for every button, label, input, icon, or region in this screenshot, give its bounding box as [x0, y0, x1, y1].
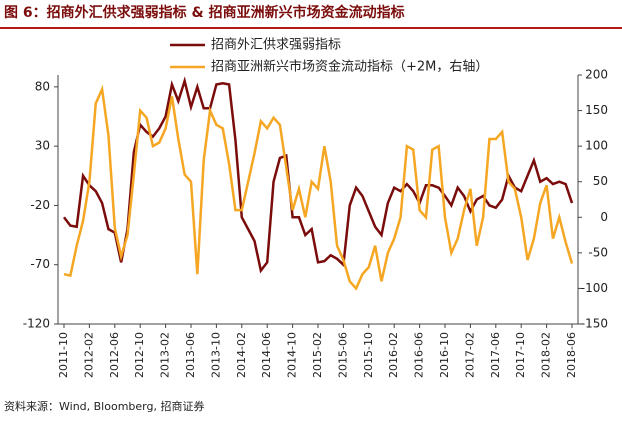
- y2-tick-label: 100: [585, 139, 608, 153]
- x-tick-label: 2018-02: [540, 332, 553, 378]
- y2-tick-label: 200: [585, 68, 608, 82]
- x-tick-label: 2017-06: [489, 332, 502, 378]
- y-tick-label: -120: [23, 317, 50, 331]
- x-tick-label: 2013-06: [184, 332, 197, 378]
- y-tick-label: -20: [30, 198, 50, 212]
- x-tick-label: 2012-06: [108, 332, 121, 378]
- legend-label: 招商外汇供求强弱指标: [211, 38, 341, 53]
- x-tick-label: 2011-10: [57, 332, 70, 378]
- x-tick-label: 2015-06: [336, 332, 349, 378]
- y-tick-label: 30: [35, 139, 50, 153]
- x-tick-label: 2017-10: [514, 332, 527, 378]
- y2-tick-label: -100: [581, 281, 608, 295]
- x-tick-label: 2014-02: [235, 332, 248, 378]
- x-tick-label: 2016-06: [413, 332, 426, 378]
- chart-title: 图 6：招商外汇供求强弱指标 & 招商亚洲新兴市场资金流动指标: [4, 4, 405, 21]
- y2-tick-label: 0: [600, 210, 608, 224]
- x-tick-label: 2016-10: [438, 332, 451, 378]
- series-line: [63, 84, 574, 291]
- y2-tick-label: 150: [585, 103, 608, 117]
- x-tick-label: 2012-10: [133, 332, 146, 378]
- x-tick-label: 2015-10: [362, 332, 375, 378]
- x-tick-label: 2013-10: [209, 332, 222, 378]
- x-tick-label: 2014-06: [260, 332, 273, 378]
- y2-tick-label: -150: [581, 317, 608, 331]
- x-tick-label: 2014-10: [286, 332, 299, 378]
- x-tick-label: 2013-02: [159, 332, 172, 378]
- y2-tick-label: 50: [593, 174, 608, 188]
- x-tick-label: 2015-02: [311, 332, 324, 378]
- y-tick-label: 80: [35, 79, 50, 93]
- series-line: [63, 76, 574, 274]
- x-tick-label: 2016-02: [387, 332, 400, 378]
- x-tick-label: 2018-06: [565, 332, 578, 378]
- y-tick-label: -70: [30, 257, 50, 271]
- source-note: 资料来源：Wind, Bloomberg, 招商证券: [4, 399, 204, 413]
- x-tick-label: 2017-02: [463, 332, 476, 378]
- x-tick-label: 2012-02: [82, 332, 95, 378]
- y2-tick-label: -50: [588, 245, 608, 259]
- legend-label: 招商亚洲新兴市场资金流动指标（+2M，右轴）: [211, 59, 488, 75]
